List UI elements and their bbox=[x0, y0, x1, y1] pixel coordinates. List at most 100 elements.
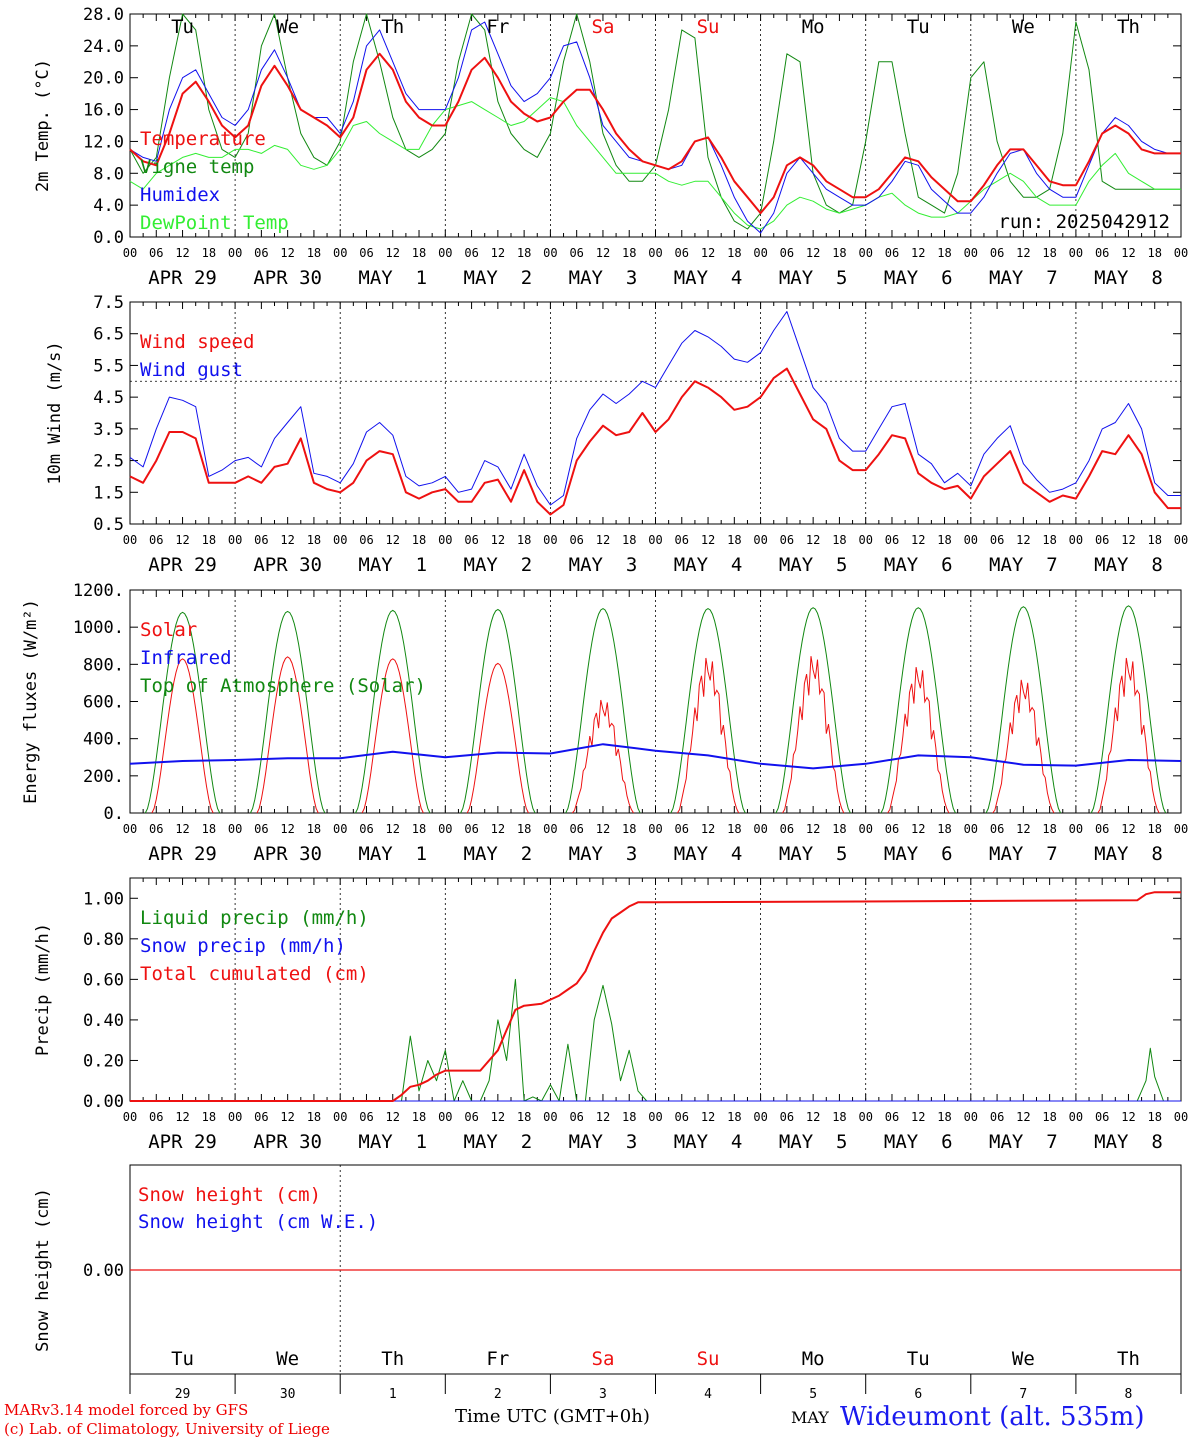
x-hour-label: 00 bbox=[1069, 1110, 1083, 1124]
weekday-label: Fr bbox=[486, 1348, 509, 1370]
x-hour-label: 00 bbox=[858, 246, 872, 260]
x-hour-label: 18 bbox=[412, 246, 426, 260]
x-hour-label: 18 bbox=[307, 533, 321, 547]
x-hour-label: 18 bbox=[832, 246, 846, 260]
series-line bbox=[129, 52, 1181, 215]
x-hour-label: 06 bbox=[569, 533, 583, 547]
toa-solar-curve bbox=[460, 608, 536, 814]
x-hour-label: 00 bbox=[1174, 822, 1188, 836]
x-hour-label: 00 bbox=[753, 246, 767, 260]
y-tick-label: 4.0 bbox=[93, 196, 124, 216]
x-hour-label: 12 bbox=[1121, 533, 1135, 547]
legend-entry: Temperature bbox=[140, 128, 266, 150]
x-hour-label: 12 bbox=[280, 246, 294, 260]
x-hour-label: 12 bbox=[911, 246, 925, 260]
x-date-label: APR 30 bbox=[253, 1131, 322, 1153]
x-hour-label: 18 bbox=[937, 533, 951, 547]
x-hour-label: 12 bbox=[491, 1110, 505, 1124]
legend-entry: DewPoint Temp bbox=[140, 212, 289, 234]
x-hour-label: 00 bbox=[123, 533, 137, 547]
x-hour-label: 18 bbox=[832, 533, 846, 547]
x-hour-label: 00 bbox=[858, 1110, 872, 1124]
x-hour-label: 06 bbox=[780, 533, 794, 547]
x-date-label: MAY 6 bbox=[884, 1131, 953, 1153]
x-hour-label: 00 bbox=[438, 533, 452, 547]
weekday-label: Mo bbox=[802, 1348, 825, 1370]
panel-2: 0.5 1.5 2.5 3.5 4.5 5.5 6.5 7.5 10m Wind (m/s) 00… bbox=[45, 293, 1188, 576]
x-date-label: MAY 7 bbox=[989, 1131, 1058, 1153]
x-hour-label: 06 bbox=[1095, 1110, 1109, 1124]
weekday-label: We bbox=[276, 1348, 299, 1370]
x-date-label: MAY 8 bbox=[1094, 1131, 1163, 1153]
x-hour-label: 18 bbox=[1042, 822, 1056, 836]
x-hour-label: 18 bbox=[412, 822, 426, 836]
x-date-label: MAY 4 bbox=[674, 1131, 743, 1153]
y-tick-label: 8.0 bbox=[93, 164, 124, 184]
y-axis-label: Snow height (cm) bbox=[33, 1188, 53, 1352]
x-hour-label: 12 bbox=[175, 246, 189, 260]
x-date-label: MAY 7 bbox=[989, 554, 1058, 576]
x-hour-label: 12 bbox=[280, 822, 294, 836]
toa-solar-curve bbox=[775, 607, 851, 814]
x-hour-label: 18 bbox=[1147, 1110, 1161, 1124]
x-date-label: MAY 2 bbox=[464, 1131, 533, 1153]
x-hour-label: 12 bbox=[280, 533, 294, 547]
x-hour-label: 00 bbox=[648, 533, 662, 547]
y-tick-label: 12.0 bbox=[83, 132, 124, 152]
x-hour-label: 12 bbox=[701, 246, 715, 260]
x-date-label: MAY 5 bbox=[779, 267, 848, 289]
x-hour-label: 00 bbox=[964, 533, 978, 547]
series-line bbox=[130, 891, 1181, 1102]
x-date-label: MAY 1 bbox=[358, 267, 427, 289]
y-tick-label: 1200. bbox=[73, 581, 124, 601]
x-hour-label: 06 bbox=[1095, 822, 1109, 836]
x-date-label: APR 30 bbox=[253, 554, 322, 576]
y-axis-label: 10m Wind (m/s) bbox=[45, 341, 65, 484]
panel-5: 0.00 Snow height (cm) Snow height (cm) Snow… bbox=[33, 1164, 1182, 1402]
x-hour-label: 06 bbox=[675, 822, 689, 836]
x-hour-label: 12 bbox=[1016, 246, 1030, 260]
x-hour-label: 06 bbox=[149, 246, 163, 260]
station-name: Wideumont (alt. 535m) bbox=[840, 1402, 1145, 1432]
x-hour-label: 06 bbox=[885, 1110, 899, 1124]
x-hour-label: 06 bbox=[149, 822, 163, 836]
x-hour-label: 06 bbox=[675, 533, 689, 547]
x-date-label: MAY 4 bbox=[674, 554, 743, 576]
x-date-label: MAY 3 bbox=[569, 554, 638, 576]
x-hour-label: 06 bbox=[359, 1110, 373, 1124]
solar-curve bbox=[361, 658, 424, 814]
y-axis-label: Precip (mm/h) bbox=[33, 923, 53, 1056]
weekday-label: Tu bbox=[171, 16, 194, 38]
x-hour-label: 06 bbox=[464, 533, 478, 547]
day-number: 30 bbox=[280, 1387, 296, 1402]
x-hour-label: 00 bbox=[438, 1110, 452, 1124]
y-tick-label: 0.0 bbox=[93, 228, 124, 248]
weekday-label: Mo bbox=[802, 16, 825, 38]
x-hour-label: 06 bbox=[885, 246, 899, 260]
day-number: 5 bbox=[809, 1387, 817, 1402]
y-tick-label: 1000. bbox=[73, 618, 124, 638]
x-hour-label: 12 bbox=[806, 533, 820, 547]
solar-curve bbox=[782, 656, 845, 814]
x-hour-label: 06 bbox=[254, 533, 268, 547]
y-tick-label: 0.20 bbox=[83, 1051, 124, 1071]
lab-credit: (c) Lab. of Climatology, University of L… bbox=[4, 1420, 330, 1438]
weekday-label: Tu bbox=[907, 16, 930, 38]
x-hour-label: 06 bbox=[359, 533, 373, 547]
x-hour-label: 00 bbox=[123, 246, 137, 260]
x-hour-label: 12 bbox=[1121, 1110, 1135, 1124]
x-hour-label: 00 bbox=[543, 1110, 557, 1124]
x-hour-label: 12 bbox=[386, 533, 400, 547]
series-line bbox=[129, 367, 1181, 516]
x-date-label: MAY 2 bbox=[464, 267, 533, 289]
model-credit: MARv3.14 model forced by GFS bbox=[4, 1401, 249, 1419]
x-hour-label: 06 bbox=[149, 1110, 163, 1124]
x-hour-label: 00 bbox=[1174, 533, 1188, 547]
x-hour-label: 00 bbox=[543, 246, 557, 260]
x-hour-label: 06 bbox=[464, 822, 478, 836]
x-hour-label: 18 bbox=[1147, 246, 1161, 260]
legend-entry: Humidex bbox=[140, 184, 220, 206]
y-tick-label: 16.0 bbox=[83, 101, 124, 121]
x-hour-label: 18 bbox=[1042, 533, 1056, 547]
